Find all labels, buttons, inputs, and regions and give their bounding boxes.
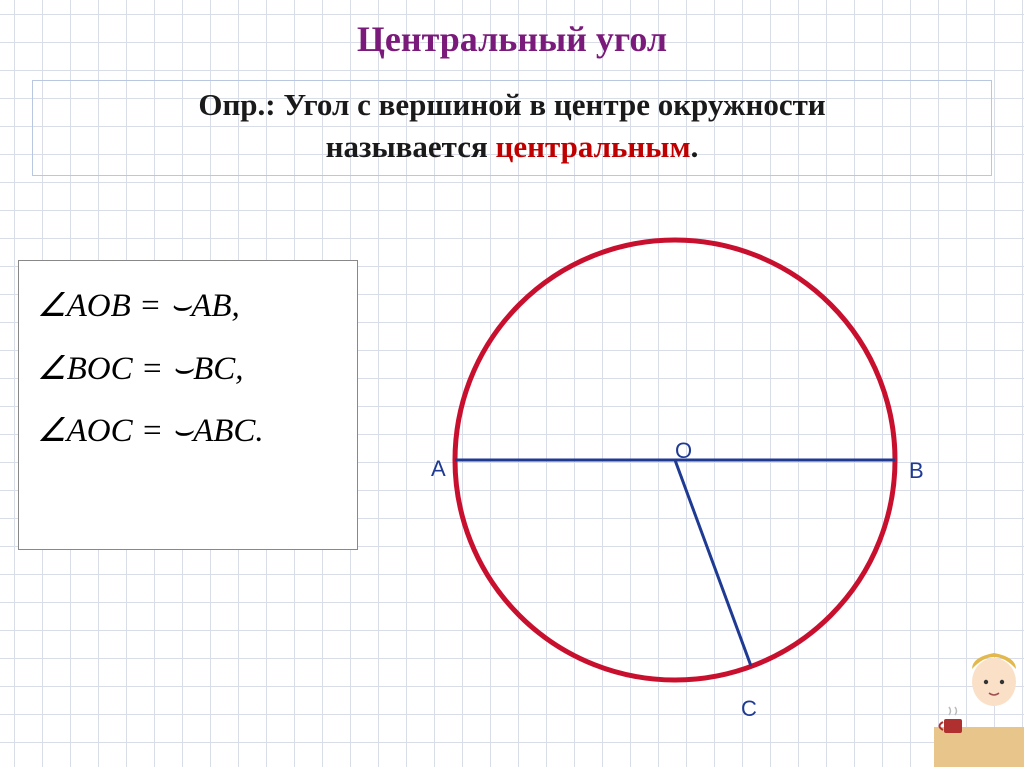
steam-1 bbox=[949, 707, 951, 715]
circle-diagram: О А В С bbox=[395, 220, 955, 730]
head-shape bbox=[972, 658, 1016, 706]
period: . bbox=[255, 413, 263, 449]
definition-line2-suffix: . bbox=[691, 129, 699, 164]
definition-line2-prefix: называется bbox=[326, 129, 496, 164]
cup-handle bbox=[940, 722, 944, 730]
page-title: Центральный угол bbox=[0, 0, 1024, 60]
corner-decoration-icon bbox=[934, 627, 1024, 767]
formula-1-rhs: ⌣AB bbox=[170, 288, 232, 324]
cup-body bbox=[944, 719, 962, 733]
formula-1: ∠AOB = ⌣AB, bbox=[37, 275, 339, 338]
steam-2 bbox=[955, 707, 957, 715]
formula-3: ∠AOC = ⌣ABC. bbox=[37, 400, 339, 463]
diagram-svg bbox=[395, 220, 955, 730]
equals-sign: = bbox=[141, 413, 172, 449]
comma: , bbox=[235, 351, 243, 387]
formula-1-lhs: ∠AOB bbox=[37, 288, 131, 324]
equals-sign: = bbox=[141, 351, 172, 387]
formula-3-rhs: ⌣ABC bbox=[171, 413, 255, 449]
formula-3-lhs: ∠AOC bbox=[37, 413, 133, 449]
formula-2: ∠BOC = ⌣BC, bbox=[37, 338, 339, 401]
label-C: С bbox=[741, 696, 757, 722]
line-OC bbox=[675, 460, 751, 666]
eye-left bbox=[984, 680, 988, 684]
definition-line1: Опр.: Угол с вершиной в центре окружност… bbox=[33, 87, 991, 123]
definition-line2: называется центральным. bbox=[33, 129, 991, 165]
slide-content: Центральный угол Опр.: Угол с вершиной в… bbox=[0, 0, 1024, 176]
formula-2-lhs: ∠BOC bbox=[37, 351, 133, 387]
definition-box: Опр.: Угол с вершиной в центре окружност… bbox=[32, 80, 992, 176]
comma: , bbox=[232, 288, 240, 324]
label-O: О bbox=[675, 438, 692, 464]
formula-2-rhs: ⌣BC bbox=[171, 351, 235, 387]
formula-box: ∠AOB = ⌣AB, ∠BOC = ⌣BC, ∠AOC = ⌣ABC. bbox=[18, 260, 358, 550]
label-B: В bbox=[909, 458, 924, 484]
label-A: А bbox=[431, 456, 446, 482]
eye-right bbox=[1000, 680, 1004, 684]
equals-sign: = bbox=[139, 288, 170, 324]
definition-highlight: центральным bbox=[496, 129, 691, 164]
